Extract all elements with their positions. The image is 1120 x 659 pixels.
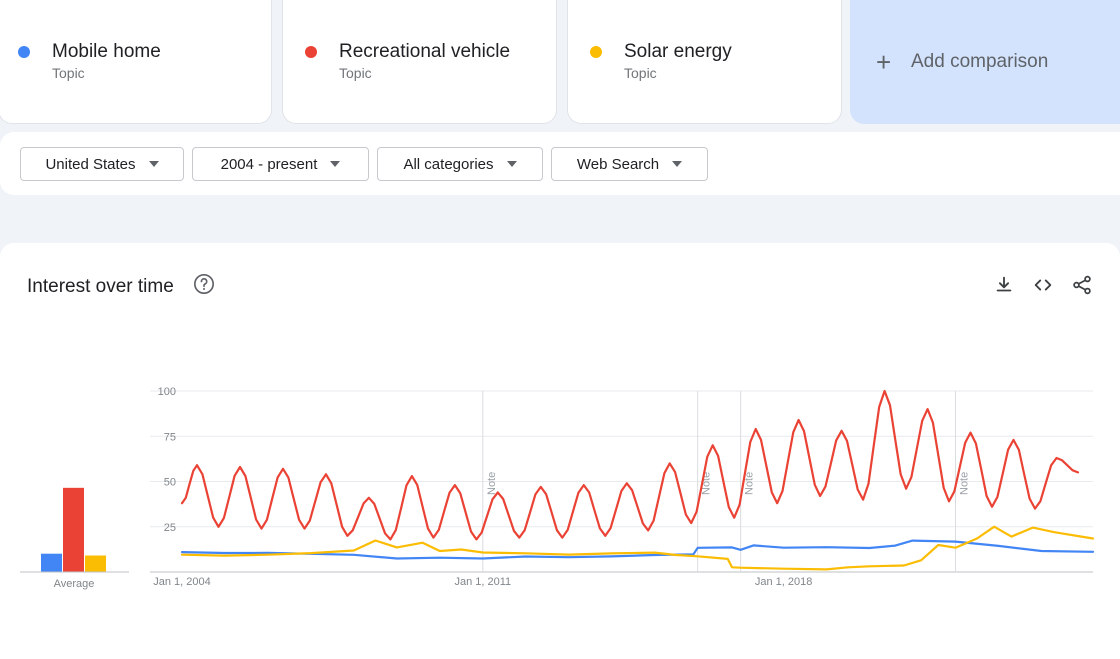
term-card-mobile-home[interactable]: Mobile home Topic — [0, 0, 272, 124]
y-tick-label: 25 — [164, 522, 176, 534]
average-bar-solar-energy — [85, 555, 106, 572]
filter-label: Web Search — [576, 155, 660, 173]
term-card-recreational-vehicle[interactable]: Recreational vehicle Topic — [282, 0, 557, 124]
category-filter[interactable]: All categories — [377, 147, 543, 181]
term-name: Mobile home — [52, 41, 161, 62]
share-icon[interactable] — [1071, 274, 1093, 296]
note-label: Note — [486, 472, 498, 495]
caret-down-icon — [148, 161, 159, 167]
add-comparison-label: Add comparison — [911, 51, 1049, 72]
average-label: Average — [54, 578, 95, 590]
term-name: Recreational vehicle — [339, 41, 511, 62]
plus-icon: + — [876, 47, 892, 77]
y-tick-label: 75 — [164, 431, 176, 443]
series-color-dot — [18, 46, 30, 58]
series-color-dot — [305, 46, 317, 58]
filter-label: United States — [45, 155, 136, 173]
filter-label: 2004 - present — [220, 155, 318, 173]
region-filter[interactable]: United States — [20, 147, 184, 181]
term-name: Solar energy — [624, 41, 732, 62]
caret-down-icon — [330, 161, 341, 167]
search-terms: Mobile home Topic Recreational vehicle T… — [0, 0, 1120, 124]
series-line-solar-energy — [180, 525, 1095, 571]
average-bar-recreational-vehicle — [63, 487, 84, 572]
filter-label: All categories — [403, 155, 494, 173]
term-type: Topic — [52, 65, 85, 81]
series-color-dot — [590, 46, 602, 58]
series-line-mobile-home — [180, 539, 1095, 560]
x-tick-label: Jan 1, 2004 — [153, 576, 211, 588]
time-range-filter[interactable]: 2004 - present — [192, 147, 369, 181]
interest-over-time-panel: Interest over time — [0, 243, 1120, 659]
caret-down-icon — [672, 161, 683, 167]
search-type-filter[interactable]: Web Search — [551, 147, 708, 181]
add-comparison-button[interactable]: + Add comparison — [850, 0, 1120, 124]
help-icon[interactable] — [193, 273, 215, 295]
download-icon[interactable] — [993, 274, 1015, 296]
x-tick-label: Jan 1, 2011 — [454, 576, 511, 588]
series-line-recreational-vehicle — [180, 389, 1080, 541]
note-label: Note — [958, 472, 970, 495]
average-bar-mobile-home — [41, 553, 62, 572]
y-tick-label: 100 — [158, 386, 176, 398]
x-tick-label: Jan 1, 2018 — [755, 576, 813, 588]
caret-down-icon — [506, 161, 517, 167]
note-label: Note — [744, 472, 756, 495]
term-card-solar-energy[interactable]: Solar energy Topic — [567, 0, 842, 124]
term-type: Topic — [624, 65, 657, 81]
filter-bar: United States 2004 - present All categor… — [0, 132, 1120, 195]
y-tick-label: 50 — [164, 477, 176, 489]
embed-icon[interactable] — [1032, 274, 1054, 296]
interest-chart: 25 50 75 100 Jan 1, 2004 Jan 1, 2011 Jan 1, 20… — [20, 386, 1095, 590]
panel-title: Interest over time — [27, 276, 174, 297]
term-type: Topic — [339, 65, 372, 81]
